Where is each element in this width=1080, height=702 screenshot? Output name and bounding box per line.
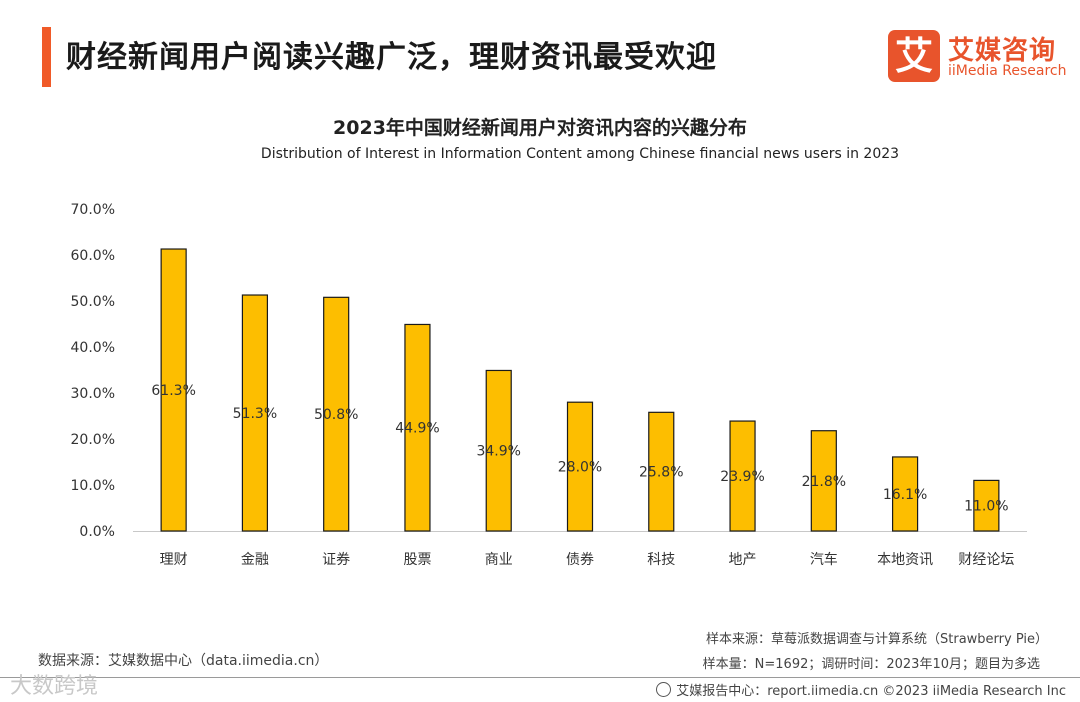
x-tick-label: 汽车	[810, 551, 838, 568]
x-tick-label: 本地资讯	[877, 552, 933, 568]
bar	[810, 430, 837, 532]
x-tick-label: 科技	[647, 552, 675, 568]
data-label: 50.8%	[314, 407, 358, 423]
data-label: 44.9%	[395, 421, 439, 437]
x-tick-label: 金融	[241, 552, 269, 568]
data-label: 21.8%	[802, 474, 846, 490]
data-label: 11.0%	[964, 499, 1008, 515]
data-label: 16.1%	[883, 487, 927, 503]
y-tick-label: 50.0%	[71, 294, 115, 310]
x-tick-label: 商业	[485, 552, 513, 568]
x-tick-label: 理财	[160, 552, 188, 568]
data-label: 34.9%	[476, 444, 520, 460]
y-tick-label: 0.0%	[79, 524, 115, 540]
chart-title: 2023年中国财经新闻用户对资讯内容的兴趣分布	[333, 117, 747, 139]
iimedia-logo: 艾 艾媒咨询 iiMedia Research	[888, 30, 1067, 82]
report-center-text: 艾媒报告中心：report.iimedia.cn ©2023 iiMedia R…	[676, 684, 1066, 699]
sample-source: 样本来源：草莓派数据调查与计算系统（Strawberry Pie）	[706, 632, 1048, 647]
y-tick-label: 70.0%	[71, 202, 115, 218]
bar	[323, 296, 350, 532]
globe-icon	[656, 682, 672, 697]
footer-divider	[0, 677, 1080, 678]
data-label: 23.9%	[720, 469, 764, 485]
data-source: 数据来源：艾媒数据中心（data.iimedia.cn）	[38, 653, 329, 669]
bar	[485, 369, 512, 532]
title-accent-bar	[42, 27, 51, 87]
x-tick-label: 财经论坛	[958, 552, 1014, 568]
bar	[891, 456, 919, 532]
y-tick-label: 30.0%	[71, 386, 115, 402]
y-tick-label: 40.0%	[71, 340, 115, 356]
bar-chart: 0.0% 10.0% 20.0% 30.0% 40.0% 50.0% 60.0% 70.0% 6…	[71, 202, 1027, 568]
bar	[648, 411, 675, 532]
chart-subtitle: Distribution of Interest in Information …	[260, 146, 900, 162]
data-label: 28.0%	[558, 460, 602, 476]
y-tick-label: 10.0%	[71, 478, 115, 494]
bar	[404, 323, 431, 532]
bar	[973, 479, 1000, 532]
bar	[729, 420, 756, 532]
logo-name-cn: 艾媒咨询	[948, 36, 1057, 66]
page-title: 财经新闻用户阅读兴趣广泛，理财资讯最受欢迎	[66, 40, 717, 75]
x-tick-label: 地产	[729, 552, 757, 568]
logo-mark-icon: 艾	[888, 30, 940, 82]
x-tick-label: 债券	[566, 552, 594, 568]
logo-name-en: iiMedia Research	[948, 63, 1067, 79]
sample-info: 样本量：N=1692；调研时间：2023年10月；题目为多选	[702, 657, 1040, 672]
watermark: 大数跨境	[10, 674, 99, 699]
data-label: 61.3%	[151, 383, 195, 399]
bar	[566, 401, 594, 532]
data-label: 51.3%	[233, 406, 277, 422]
x-tick-label: 股票	[403, 552, 431, 568]
bar	[241, 294, 269, 532]
report-center: 艾媒报告中心：report.iimedia.cn ©2023 iiMedia R…	[656, 680, 1066, 699]
y-tick-label: 20.0%	[71, 432, 115, 448]
x-tick-label: 证券	[322, 552, 350, 568]
y-tick-label: 60.0%	[71, 248, 115, 264]
data-label: 25.8%	[639, 465, 683, 481]
bar	[160, 248, 187, 532]
